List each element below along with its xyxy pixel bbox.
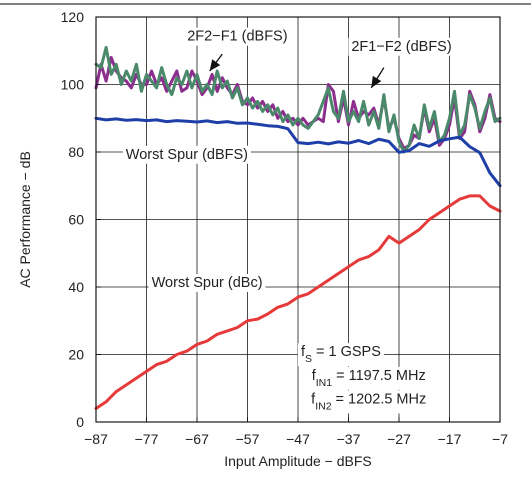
annotation-label: fIN2 = 1202.5 MHz — [311, 391, 426, 412]
series-line-worst-spur-dbfs — [94, 116, 502, 188]
annotation-label: fS = 1 GSPS — [301, 344, 381, 365]
annotation-background — [297, 343, 384, 367]
annotation-label: 2F1−F2 (dBFS) — [351, 39, 451, 55]
annotation-arrow-head — [209, 59, 221, 71]
x-tick-label: −87 — [84, 431, 108, 447]
y-tick-label: 60 — [68, 212, 84, 228]
annotation-label: Worst Spur (dBFS) — [126, 147, 248, 163]
x-tick-label: −57 — [236, 431, 260, 447]
annotation-background — [308, 366, 429, 390]
x-tick-label: −67 — [185, 431, 209, 447]
annotation-background — [184, 27, 291, 46]
annotation-label: Worst Spur (dBc) — [152, 275, 263, 291]
annotation-background — [308, 390, 430, 414]
y-tick-label: 20 — [68, 347, 84, 363]
y-tick-label: 0 — [76, 414, 84, 430]
annotation-background — [148, 274, 266, 292]
x-tick-label: −77 — [135, 431, 159, 447]
series-line-worst-spur-dbc — [94, 194, 502, 410]
x-tick-label: −7 — [492, 431, 508, 447]
x-tick-label: −27 — [387, 431, 411, 447]
x-axis-title: Input Amplitude − dBFS — [224, 453, 371, 469]
series-line-2f1-f2-dbfs — [94, 45, 502, 154]
x-tick-label: −37 — [337, 431, 361, 447]
annotation-label: fIN1 = 1197.5 MHz — [312, 368, 426, 389]
series-line-2f2-f1-dbfs — [94, 56, 502, 151]
y-axis-title: AC Performance − dB — [17, 151, 33, 288]
y-tick-label: 40 — [68, 279, 84, 295]
y-tick-label: 120 — [61, 9, 85, 25]
annotation-background — [122, 145, 252, 164]
x-tick-label: −47 — [286, 431, 310, 447]
x-tick-label: −17 — [438, 431, 462, 447]
annotation-arrow-head — [371, 75, 382, 88]
y-tick-label: 80 — [68, 144, 84, 160]
annotation-label: 2F2−F1 (dBFS) — [187, 29, 287, 45]
annotation-background — [348, 37, 455, 56]
y-tick-label: 100 — [61, 77, 85, 93]
